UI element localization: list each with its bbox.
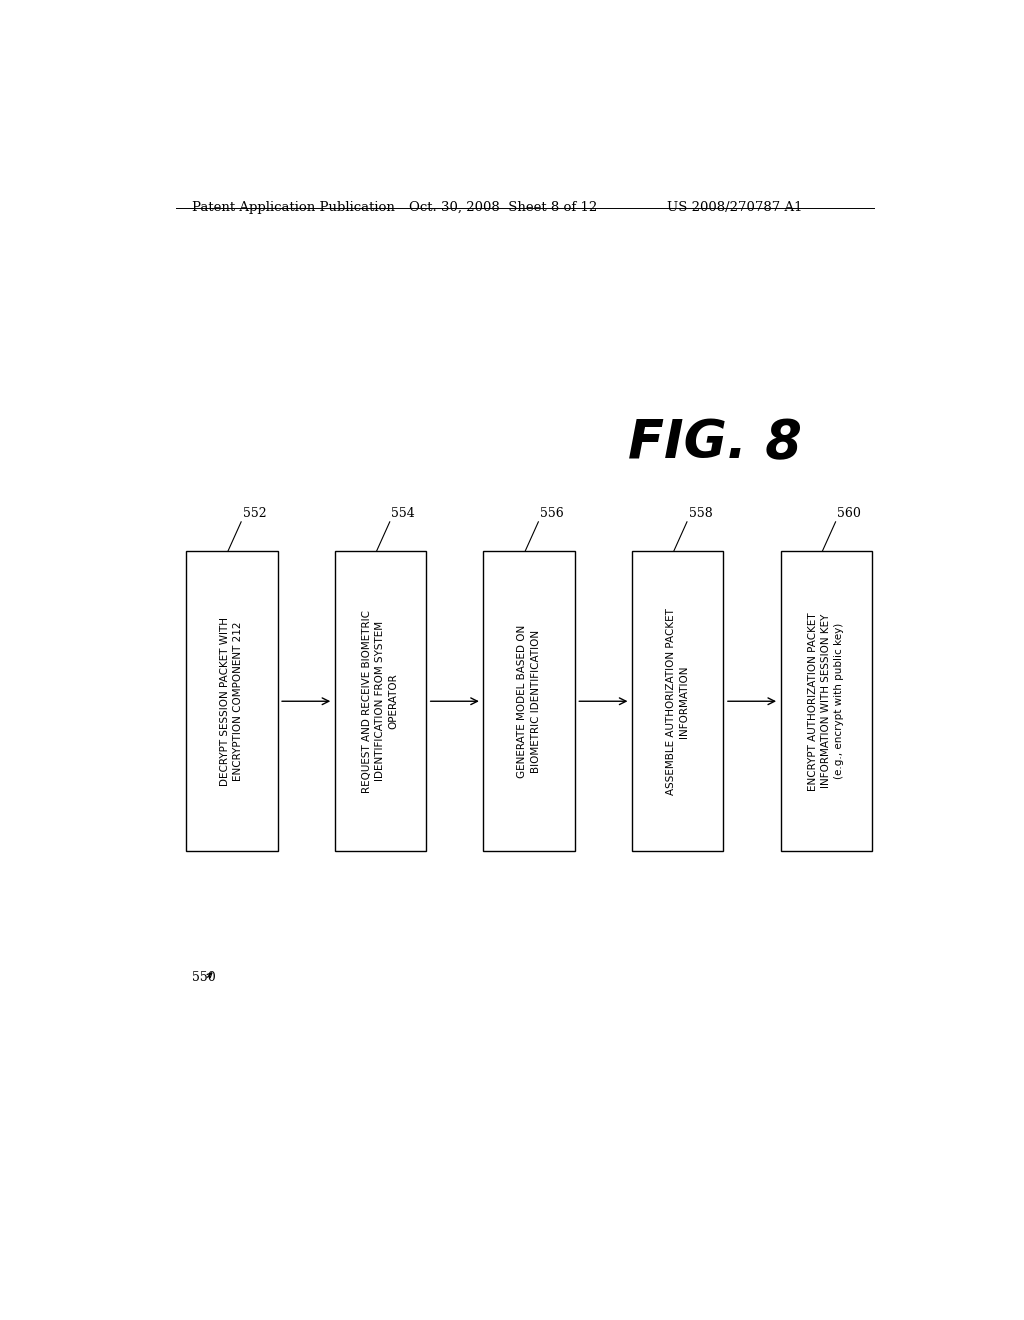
- Text: REQUEST AND RECEIVE BIOMETRIC
IDENTIFICATION FROM SYSTEM
OPERATOR: REQUEST AND RECEIVE BIOMETRIC IDENTIFICA…: [362, 610, 398, 793]
- Text: ASSEMBLE AUTHORIZATION PACKET
INFORMATION: ASSEMBLE AUTHORIZATION PACKET INFORMATIO…: [666, 607, 689, 795]
- Text: 560: 560: [838, 507, 861, 520]
- Bar: [632, 552, 723, 851]
- Text: US 2008/270787 A1: US 2008/270787 A1: [667, 201, 802, 214]
- Text: 554: 554: [391, 507, 415, 520]
- Text: 552: 552: [243, 507, 266, 520]
- Text: Patent Application Publication: Patent Application Publication: [191, 201, 394, 214]
- Text: Oct. 30, 2008  Sheet 8 of 12: Oct. 30, 2008 Sheet 8 of 12: [409, 201, 597, 214]
- Text: GENERATE MODEL BASED ON
BIOMETRIC IDENTIFICATION: GENERATE MODEL BASED ON BIOMETRIC IDENTI…: [517, 624, 541, 777]
- Text: 558: 558: [688, 507, 713, 520]
- Text: 556: 556: [540, 507, 563, 520]
- Bar: [780, 552, 872, 851]
- Bar: [186, 552, 278, 851]
- Text: FIG. 8: FIG. 8: [628, 417, 802, 470]
- Text: ENCRYPT AUTHORIZATION PACKET
INFORMATION WITH SESSION KEY
(e.g., encrypt with pu: ENCRYPT AUTHORIZATION PACKET INFORMATION…: [808, 612, 845, 791]
- Bar: [335, 552, 426, 851]
- Text: DECRYPT SESSION PACKET WITH
ENCRYPTION COMPONENT 212: DECRYPT SESSION PACKET WITH ENCRYPTION C…: [220, 616, 244, 785]
- Bar: [483, 552, 574, 851]
- Text: 550: 550: [191, 970, 215, 983]
